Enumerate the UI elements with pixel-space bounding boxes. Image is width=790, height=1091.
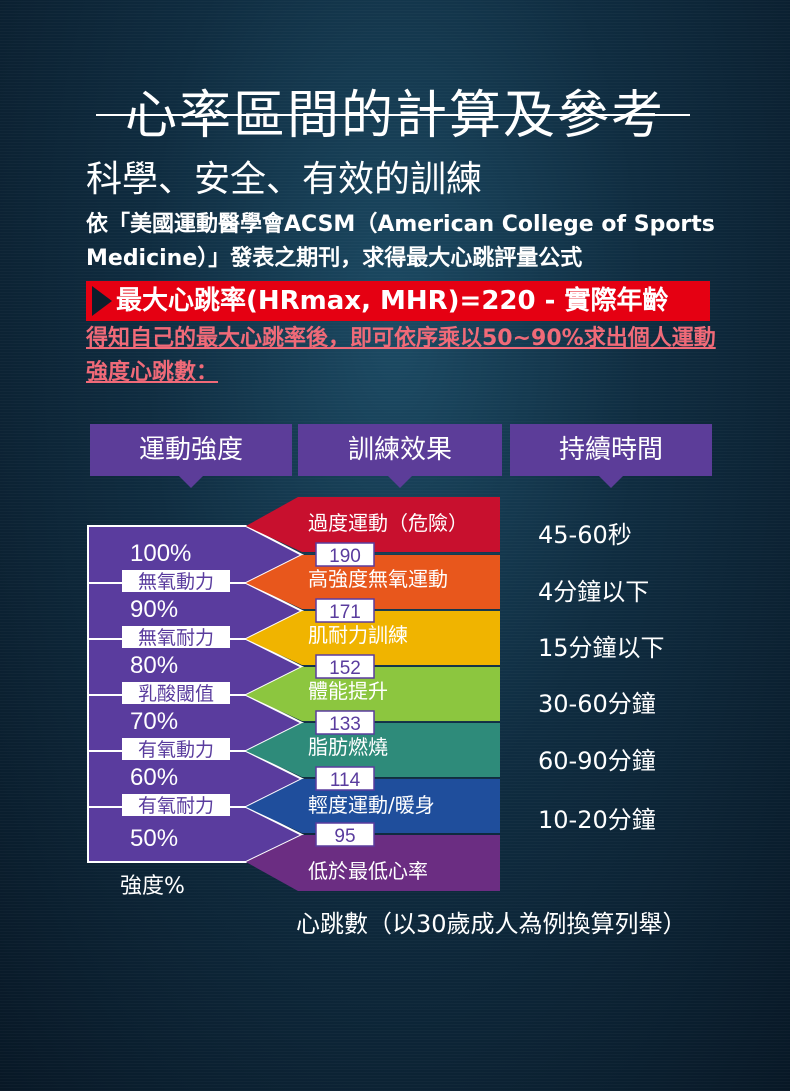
title-underline [96,114,690,116]
zone-labels: 無氧動力 無氧耐力 乳酸閾值 有氧動力 有氧耐力 [138,571,214,817]
effect-high-intensity-anaerobic: 高強度無氧運動 [308,567,448,591]
duration-1: 4分鐘以下 [538,578,650,606]
percent-50: 50% [130,825,178,852]
header-intensity: 運動強度 [90,424,292,476]
effect-labels: 過度運動（危險） 高強度無氧運動 肌耐力訓練 體能提升 脂肪燃燒 輕度運動/暖身… [308,511,468,883]
header-effect-arrow [388,476,412,488]
effect-band-1 [246,555,500,609]
zone-label-boxes [122,570,230,816]
instruction-note: 得知自己的最大心跳率後，即可依序乘以50~90%求出個人運動強度心跳數： [86,326,716,385]
percent-70: 70% [130,708,178,735]
heart-rate-114: 114 [330,770,361,791]
zone-label-anaerobic-power: 無氧動力 [138,571,214,593]
effect-muscular-endurance: 肌耐力訓練 [308,623,408,647]
duration-0: 45-60秒 [538,521,632,549]
heart-rate-152: 152 [329,658,361,679]
effect-fitness: 體能提升 [308,679,388,703]
header-effect: 訓練效果 [298,424,502,476]
header-duration: 持續時間 [510,424,712,476]
heart-rate-133: 133 [329,714,361,735]
effect-band-2 [246,611,500,665]
zone-label-aerobic-endurance: 有氧耐力 [138,795,214,817]
duration-5: 10-20分鐘 [538,806,656,834]
zone-label-anaerobic-endurance: 無氧耐力 [138,627,214,649]
effect-below-minimum: 低於最低心率 [308,859,428,883]
effect-band-3 [246,667,500,721]
formula-text: 最大心跳率(HRmax, MHR)=220 - 實際年齡 [116,286,669,316]
intensity-axis-label: 強度% [120,874,185,899]
effect-band-6 [246,835,500,891]
duration-3: 30-60分鐘 [538,690,656,718]
zone-label-lactate-threshold: 乳酸閾值 [138,683,214,705]
heart-rate-95: 95 [334,826,355,847]
zone-label-aerobic-power: 有氧動力 [138,739,214,761]
description-text: 依「美國運動醫學會ACSM（American College of Sports… [86,212,715,271]
effect-warmup: 輕度運動/暖身 [308,793,435,817]
percent-100: 100% [130,540,191,567]
duration-4: 60-90分鐘 [538,747,656,775]
effect-band-5 [246,779,500,833]
header-intensity-arrow [179,476,203,488]
heart-rate-boxes [315,542,375,847]
subtitle: 科學、安全、有效的訓練 [86,159,483,200]
effect-fat-burning: 脂肪燃燒 [308,735,388,759]
percent-60: 60% [130,764,178,791]
play-arrow-icon [92,286,112,316]
duration-2: 15分鐘以下 [538,634,665,662]
heart-rate-190: 190 [329,546,361,567]
percent-labels: 100% 90% 80% 70% 60% 50% [130,540,191,852]
effect-band-0 [246,497,500,552]
formula-banner [86,281,710,321]
footer-note: 心跳數（以30歲成人為例換算列舉） [296,910,687,938]
heart-rate-171: 171 [329,602,361,623]
effect-band-4 [246,723,500,777]
header-duration-arrow [599,476,623,488]
percent-80: 80% [130,652,178,679]
heart-rate-values: 190 171 152 133 114 95 [329,546,361,847]
percent-90: 90% [130,596,178,623]
effect-overtraining: 過度運動（危險） [308,511,468,535]
